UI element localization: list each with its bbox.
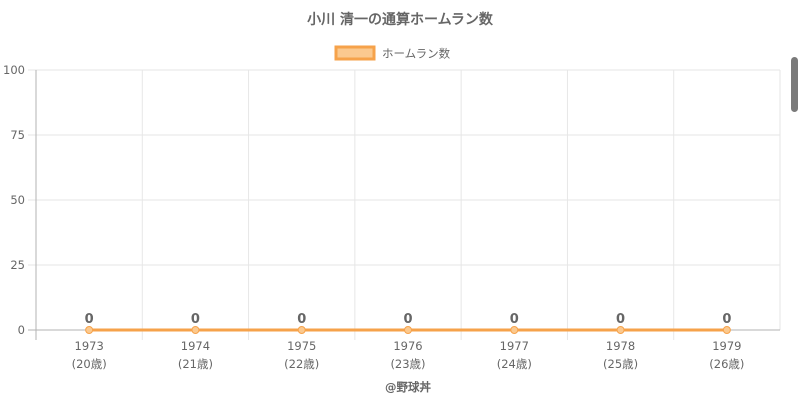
scrollbar-thumb[interactable] [791,57,798,112]
x-tick-sublabel: (26歳) [709,357,744,371]
x-tick-label: 1977 [500,339,529,353]
data-label: 0 [403,312,412,327]
x-axis-ticks: 1973 (20歳) 1974 (21歳) 1975 (22歳) 1976 (23歳) 1977… [72,339,745,371]
series-layer [85,326,731,334]
y-axis-ticks: 0 25 50 75 100 [3,63,36,337]
x-tick-label: 1974 [181,339,210,353]
legend-label: ホームラン数 [382,47,451,61]
y-tick-label: 25 [10,258,25,272]
chart-title: 小川 清一の通算ホームラン数 [307,11,494,28]
gridlines [36,69,781,340]
x-tick-sublabel: (25歳) [603,357,638,371]
data-label: 0 [722,312,731,327]
data-point[interactable] [616,326,625,334]
y-tick-label: 100 [3,63,25,77]
axes [28,70,780,340]
legend[interactable]: ホームラン数 [334,45,451,61]
data-point[interactable] [722,326,731,334]
data-label: 0 [85,312,94,327]
data-label: 0 [510,312,519,327]
x-tick-sublabel: (23歳) [390,357,425,371]
data-labels: 0 0 0 0 0 0 0 [85,312,732,327]
x-tick-label: 1973 [75,339,104,353]
x-tick-label: 1975 [287,339,316,353]
data-label: 0 [616,312,625,327]
x-tick-sublabel: (20歳) [72,357,107,371]
x-tick-sublabel: (22歳) [284,357,319,371]
data-point[interactable] [85,326,94,334]
x-tick-sublabel: (24歳) [497,357,532,371]
y-tick-label: 50 [10,193,25,207]
data-label: 0 [191,312,200,327]
x-tick-sublabel: (21歳) [178,357,213,371]
legend-swatch [334,45,376,61]
data-point[interactable] [510,326,519,334]
data-point[interactable] [191,326,200,334]
data-point[interactable] [404,326,412,334]
data-label: 0 [297,312,306,327]
x-tick-label: 1976 [393,339,422,353]
credit-text: @野球丼 [385,380,431,394]
y-tick-label: 0 [18,323,25,337]
x-tick-label: 1978 [606,339,635,353]
data-point[interactable] [297,326,306,334]
y-tick-label: 75 [10,128,25,142]
x-tick-label: 1979 [712,339,741,353]
